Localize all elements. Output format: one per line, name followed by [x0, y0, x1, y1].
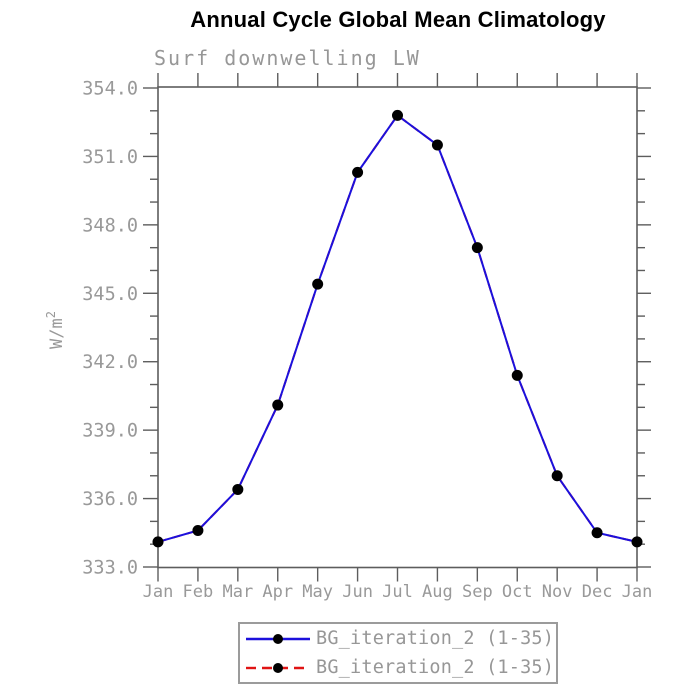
svg-text:339.0: 339.0	[82, 421, 138, 442]
chart-title: Annual Cycle Global Mean Climatology	[190, 7, 606, 32]
svg-text:351.0: 351.0	[82, 147, 138, 168]
axis-ticks	[143, 73, 651, 582]
legend-line-sample-dashed	[246, 662, 310, 673]
chart-subtitle: Surf downwelling LW	[154, 46, 421, 70]
series-line-dashed	[157, 113, 638, 543]
svg-text:336.0: 336.0	[82, 489, 138, 510]
svg-text:Mar: Mar	[222, 582, 253, 602]
svg-text:Sep: Sep	[462, 582, 493, 602]
svg-text:Dec: Dec	[582, 582, 613, 602]
legend-marker-icon	[273, 633, 283, 644]
svg-text:Jan: Jan	[143, 582, 174, 602]
legend-line-sample-solid	[246, 633, 310, 644]
legend-row: BG_iteration_2 (1-35)	[240, 653, 556, 682]
svg-text:Jul: Jul	[382, 582, 413, 602]
legend-box: BG_iteration_2 (1-35) BG_iteration_2 (1-…	[238, 622, 558, 684]
svg-text:333.0: 333.0	[82, 558, 138, 579]
svg-text:342.0: 342.0	[82, 352, 138, 373]
svg-text:Feb: Feb	[183, 582, 214, 602]
data-point-markers	[152, 109, 643, 548]
svg-text:Jan: Jan	[622, 582, 653, 602]
plot-frame	[157, 86, 638, 569]
svg-text:354.0: 354.0	[82, 79, 138, 100]
y-tick-labels: 333.0 336.0 339.0 342.0 345.0 348.0 351.0 354.0	[82, 79, 138, 579]
svg-text:Jun: Jun	[342, 582, 373, 602]
svg-text:Apr: Apr	[262, 582, 293, 602]
svg-text:Oct: Oct	[502, 582, 533, 602]
svg-text:May: May	[302, 582, 333, 602]
svg-text:Aug: Aug	[422, 582, 453, 602]
svg-text:Nov: Nov	[542, 582, 573, 602]
svg-text:345.0: 345.0	[82, 284, 138, 305]
legend-marker-icon	[273, 662, 283, 673]
legend-label: BG_iteration_2 (1-35)	[316, 657, 555, 678]
legend-label: BG_iteration_2 (1-35)	[316, 628, 555, 649]
legend-row: BG_iteration_2 (1-35)	[240, 624, 556, 653]
svg-text:348.0: 348.0	[82, 215, 138, 236]
y-axis-label: W/m2	[44, 311, 67, 349]
x-tick-labels: Jan Feb Mar Apr May Jun Jul Aug Sep Oct Nov Dec Jan	[143, 582, 653, 602]
series-line-solid	[157, 113, 638, 543]
